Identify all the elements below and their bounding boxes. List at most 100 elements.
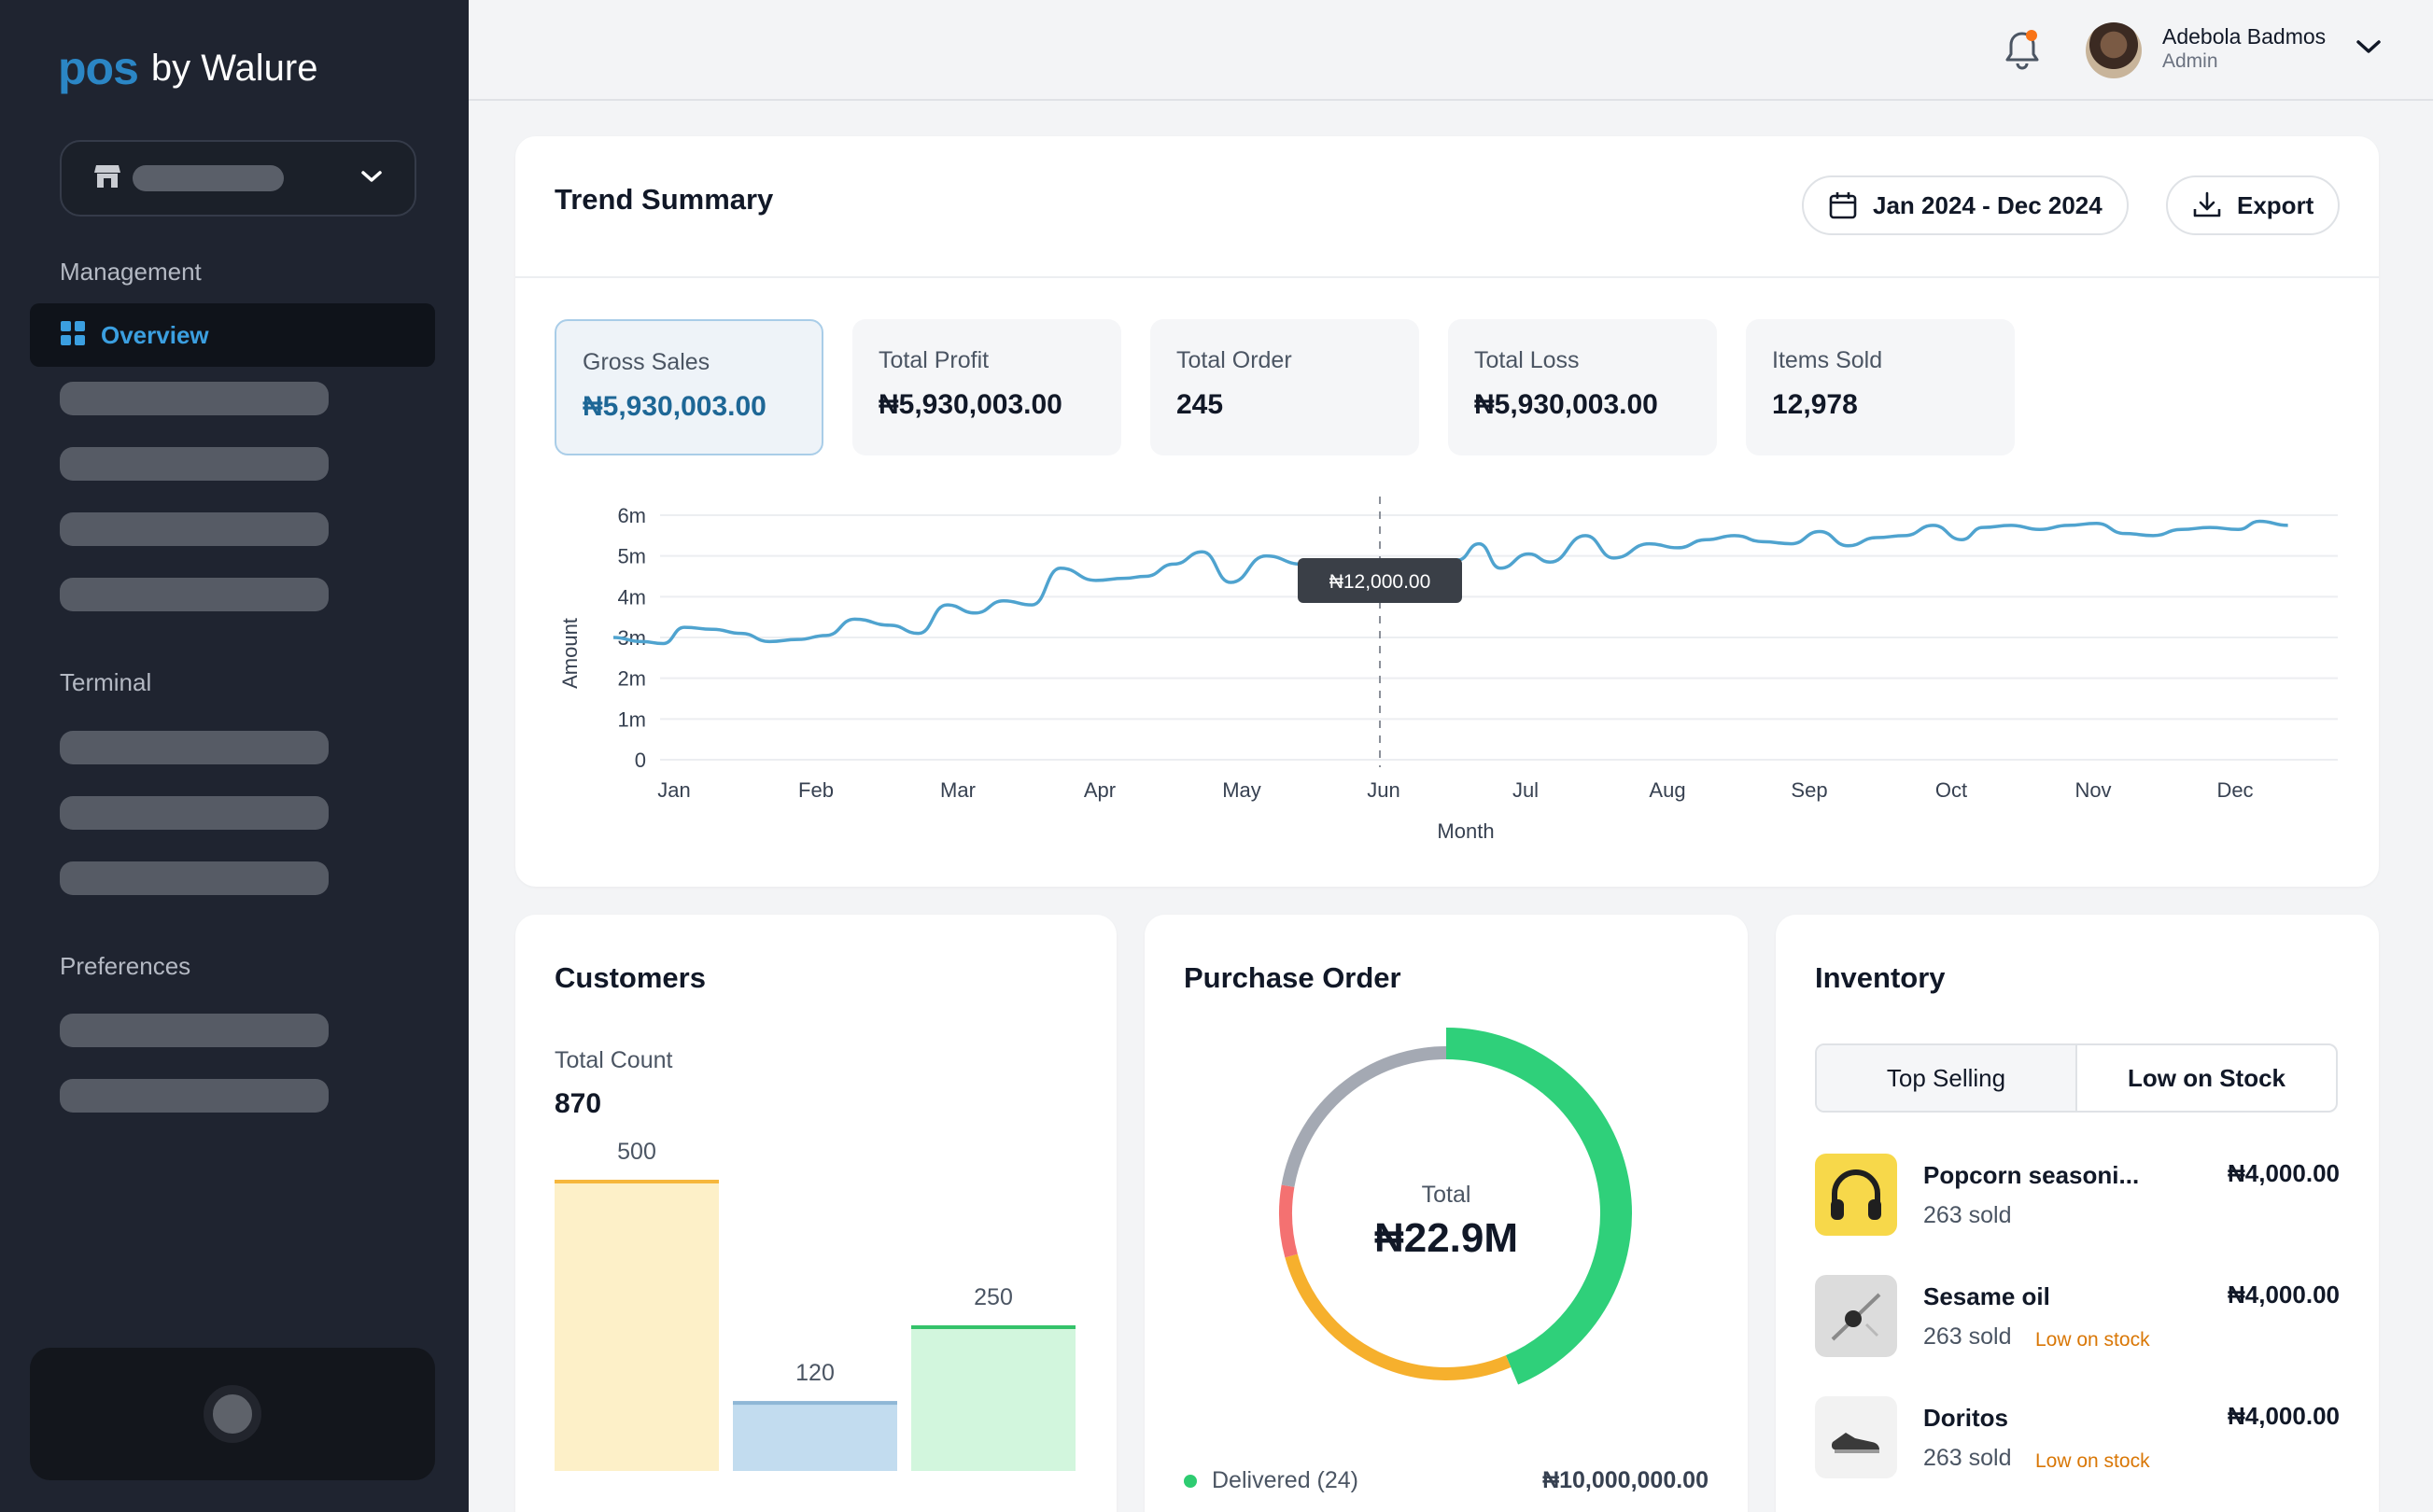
card-title: Purchase Order	[1184, 961, 1401, 994]
y-tick-label: 1m	[617, 707, 646, 731]
donut-slice	[1445, 1028, 1632, 1385]
stat-label: Gross Sales	[583, 349, 710, 375]
item-price: ₦4,000.00	[2228, 1402, 2340, 1430]
sidebar-item-placeholder[interactable]	[60, 1014, 329, 1047]
inventory-card: Inventory Top Selling Low on Stock Popco…	[1776, 915, 2379, 1512]
legend-dot	[1184, 1474, 1197, 1488]
donut-slice	[1281, 1046, 1447, 1187]
bar	[555, 1180, 719, 1471]
export-button[interactable]: Export	[2166, 175, 2341, 235]
x-tick-label: Oct	[1935, 778, 1967, 802]
date-range-button[interactable]: Jan 2024 - Dec 2024	[1802, 175, 2129, 235]
download-icon	[2192, 190, 2222, 220]
bar-top-edge	[733, 1401, 897, 1406]
sidebar-item-label: Overview	[101, 320, 209, 349]
y-tick-label: 0	[635, 749, 646, 772]
bar-value-label: 500	[617, 1139, 656, 1165]
x-tick-label: Dec	[2216, 778, 2253, 802]
section-management: Management	[60, 258, 202, 286]
bar-value-label: 120	[795, 1360, 835, 1386]
stat-total-loss[interactable]: Total Loss ₦5,930,003.00	[1448, 319, 1717, 455]
card-title: Inventory	[1815, 961, 1946, 994]
logo-text: by Walure	[150, 47, 318, 89]
legend-item-delivered[interactable]: Delivered (24) ₦10,000,000.00	[1184, 1467, 1709, 1494]
status-badge: Low on stock	[2035, 1450, 2150, 1472]
stat-gross-sales[interactable]: Gross Sales ₦5,930,003.00	[555, 319, 823, 455]
logo-mark: pos	[58, 42, 139, 94]
chevron-down-icon[interactable]	[2355, 37, 2383, 61]
x-tick-label: Feb	[798, 778, 834, 802]
y-tick-label: 6m	[617, 504, 646, 527]
sidebar-item-placeholder[interactable]	[60, 731, 329, 764]
stat-items-sold[interactable]: Items Sold 12,978	[1746, 319, 2015, 455]
user-name[interactable]: Adebola Badmos	[2162, 24, 2327, 49]
stat-value: 12,978	[1772, 389, 1858, 420]
calendar-icon	[1828, 190, 1858, 220]
section-preferences: Preferences	[60, 952, 191, 980]
sidebar-item-placeholder[interactable]	[60, 447, 329, 481]
x-axis-label: Month	[1437, 819, 1494, 843]
store-name-placeholder	[133, 165, 284, 191]
notification-dot	[2026, 30, 2037, 41]
donut-center-value: ₦22.9M	[1373, 1215, 1519, 1261]
item-name: Doritos	[1923, 1404, 2008, 1432]
stat-label: Total Profit	[879, 347, 990, 373]
tab-low-on-stock[interactable]: Low on Stock	[2128, 1063, 2285, 1092]
customers-bar-chart[interactable]: 500 120 250	[515, 915, 1117, 1512]
purchase-donut-chart[interactable]	[1145, 915, 1748, 1456]
bar	[733, 1401, 897, 1471]
divider	[515, 276, 2379, 278]
sidebar-item-placeholder[interactable]	[60, 796, 329, 830]
customers-card: Customers Total Count 870 500 120 250	[515, 915, 1117, 1512]
brand-logo[interactable]: pos by Walure	[58, 41, 317, 95]
x-tick-label: Aug	[1649, 778, 1685, 802]
y-tick-label: 4m	[617, 585, 646, 609]
list-item[interactable]: Popcorn seasoni... 263 sold ₦4,000.00	[1815, 1154, 2340, 1238]
sidebar-item-placeholder[interactable]	[60, 512, 329, 546]
tooltip-box	[1298, 558, 1462, 603]
tooltip-label: ₦12,000.00	[1329, 571, 1431, 593]
x-tick-label: Sep	[1791, 778, 1827, 802]
stat-total-order[interactable]: Total Order 245	[1150, 319, 1419, 455]
list-item[interactable]: Doritos 263 sold Low on stock ₦4,000.00	[1815, 1396, 2340, 1480]
bar-top-edge	[911, 1325, 1076, 1329]
grid-icon	[60, 320, 86, 351]
item-name: Popcorn seasoni...	[1923, 1161, 2140, 1189]
sidebar-item-overview[interactable]: Overview	[30, 303, 435, 367]
status-badge: Low on stock	[2035, 1329, 2150, 1351]
total-count-value: 870	[555, 1088, 602, 1119]
bar-value-label: 250	[974, 1284, 1013, 1310]
x-tick-label: Nov	[2074, 778, 2111, 802]
list-item[interactable]: Sesame oil 263 sold Low on stock ₦4,000.…	[1815, 1275, 2340, 1359]
card-title: Trend Summary	[555, 183, 774, 216]
store-selector[interactable]	[60, 140, 416, 217]
toggle-knob[interactable]	[204, 1385, 261, 1443]
headphones-icon	[1815, 1154, 1897, 1236]
purchase-order-card: Purchase Order Total ₦22.9M Delivered (2…	[1145, 915, 1748, 1512]
chevron-down-icon	[360, 169, 383, 189]
avatar[interactable]	[2086, 22, 2142, 78]
sidebar-item-placeholder[interactable]	[60, 1079, 329, 1113]
shoe-icon	[1815, 1396, 1897, 1478]
item-name: Sesame oil	[1923, 1282, 2050, 1310]
donut-slice	[1285, 1253, 1512, 1380]
tab-top-selling[interactable]: Top Selling	[1817, 1045, 2077, 1111]
topbar: Adebola Badmos Admin	[469, 0, 2433, 101]
sidebar: pos by Walure Management Overview	[0, 0, 469, 1512]
total-count-label: Total Count	[555, 1047, 673, 1073]
stat-value: ₦5,930,003.00	[879, 389, 1062, 420]
sidebar-item-placeholder[interactable]	[60, 578, 329, 611]
donut-center-label: Total	[1421, 1182, 1471, 1208]
donut-slice	[1279, 1184, 1298, 1258]
sidebar-item-placeholder[interactable]	[60, 382, 329, 415]
sidebar-item-placeholder[interactable]	[60, 861, 329, 895]
item-price: ₦4,000.00	[2228, 1159, 2340, 1187]
item-sold: 263 sold	[1923, 1202, 2012, 1228]
stat-total-profit[interactable]: Total Profit ₦5,930,003.00	[852, 319, 1121, 455]
x-tick-label: Jul	[1512, 778, 1539, 802]
stat-value: ₦5,930,003.00	[1474, 389, 1658, 420]
date-range-label: Jan 2024 - Dec 2024	[1873, 190, 2103, 219]
x-tick-label: Mar	[940, 778, 976, 802]
stat-label: Total Loss	[1474, 347, 1580, 373]
